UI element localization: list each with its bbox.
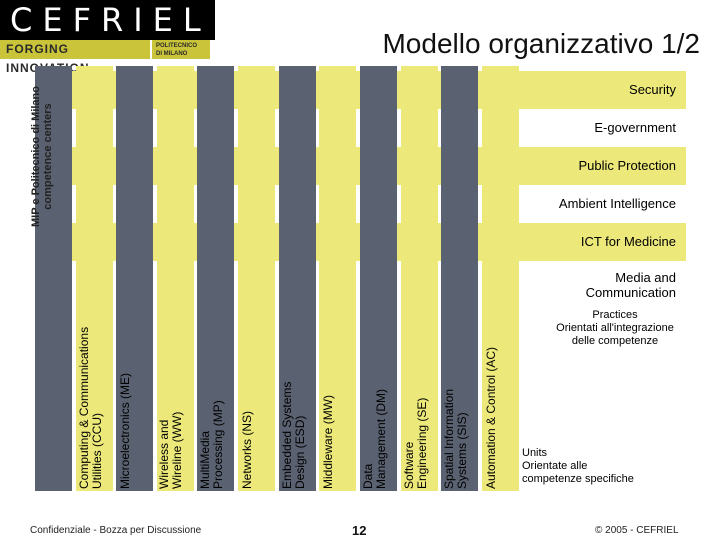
column-mw	[319, 66, 356, 491]
footer-copyright: © 2005 - CEFRIEL	[595, 525, 679, 536]
band-label: Security	[629, 82, 676, 97]
page-number: 12	[352, 523, 367, 538]
units-line3: competenze specifiche	[522, 473, 634, 485]
units-label: Units Orientate alle competenze specific…	[522, 447, 682, 486]
units-line2: Orientate alle	[522, 460, 588, 472]
col-line2: Utilities (CCU)	[90, 413, 104, 489]
polimi-line1: POLITECNICO	[156, 43, 198, 49]
column-label-mp: MultiMedia Processing (MP)	[198, 400, 225, 489]
band-label: E-government	[594, 120, 676, 135]
column-label-dm: Data Management (DM)	[361, 388, 388, 489]
col-line2: Wireline (WW)	[170, 411, 184, 489]
column-label-esd: Embedded Systems Design (ESD)	[280, 382, 307, 489]
practices-line3: delle competenze	[571, 335, 659, 347]
col-line2: Design (ESD)	[293, 415, 307, 489]
column-ns	[238, 66, 275, 491]
footer-confidential: Confidenziale - Bozza per Discussione	[30, 525, 202, 536]
column-se	[401, 66, 438, 491]
practices-label: Practices Orientati all'integrazione del…	[540, 309, 690, 348]
column-esd	[279, 66, 316, 491]
column-label-mw: Middleware (MW)	[321, 394, 335, 489]
band-label: ICT for Medicine	[580, 234, 676, 249]
column-label-se: Software Engineering (SE)	[402, 397, 429, 489]
page-title: Modello organizzativo 1/2	[382, 28, 700, 59]
mip-line2: competence centers	[42, 103, 54, 210]
column-ccu	[35, 66, 72, 491]
column-ww	[157, 66, 194, 491]
column-ac	[482, 66, 519, 491]
col-line2: Engineering (SE)	[415, 397, 429, 489]
band-label: Public Protection	[578, 158, 676, 173]
column-label-ns: Networks (NS)	[240, 410, 254, 489]
polimi-logo: POLITECNICO DI MILANO	[152, 40, 210, 59]
column-dm	[360, 66, 397, 491]
col-line2: Systems (SIS)	[455, 412, 469, 489]
mip-competence-label: MIP e Politecnico di Milano competence c…	[30, 86, 54, 227]
column-label-ac: Automation & Control (AC)	[484, 346, 498, 489]
column-label-ww: Wireless and Wireline (WW)	[157, 411, 184, 489]
col-line2: Processing (MP)	[211, 400, 225, 489]
column-ccu-bar	[76, 66, 113, 491]
polimi-line2: DI MILANO	[156, 51, 188, 57]
col-line2: Management (DM)	[374, 388, 388, 489]
column-mp	[197, 66, 234, 491]
column-label-ccu: Computing & Communications Utilities (CC…	[77, 327, 104, 489]
col-line1: Middleware (MW)	[321, 394, 335, 489]
practices-line2: Orientati all'integrazione	[556, 322, 674, 334]
col-line1: Automation & Control (AC)	[484, 346, 498, 489]
band-label: Ambient Intelligence	[558, 196, 676, 211]
band-label-line1: Media and	[615, 270, 676, 285]
units-line1: Units	[522, 447, 548, 459]
column-me	[116, 66, 153, 491]
column-sis	[441, 66, 478, 491]
band-label-line2: Communication	[585, 285, 676, 300]
column-label-sis: Spatial Information Systems (SIS)	[442, 389, 469, 489]
forging-innovation-tagline: FORGING INNOVATION	[0, 40, 150, 75]
cefriel-logo: CEFRIEL	[0, 0, 215, 40]
col-line1: Networks (NS)	[240, 410, 254, 489]
col-line1: Microelectronics (ME)	[118, 372, 132, 489]
mip-line1: MIP e Politecnico di Milano	[30, 86, 42, 227]
column-label-me: Microelectronics (ME)	[118, 372, 132, 489]
practices-line1: Practices	[592, 309, 638, 321]
